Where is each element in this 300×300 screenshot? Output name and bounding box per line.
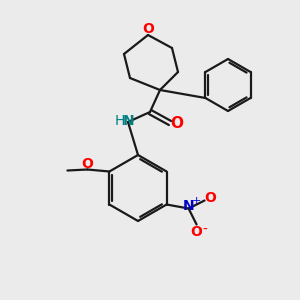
Text: H: H bbox=[115, 114, 125, 128]
Text: O: O bbox=[205, 191, 217, 206]
Text: O: O bbox=[82, 157, 93, 170]
Text: O: O bbox=[170, 116, 184, 130]
Text: N: N bbox=[123, 114, 135, 128]
Text: O: O bbox=[142, 22, 154, 36]
Text: N: N bbox=[183, 200, 194, 214]
Text: O: O bbox=[190, 224, 202, 239]
Text: +: + bbox=[192, 196, 201, 206]
Text: -: - bbox=[202, 223, 207, 236]
